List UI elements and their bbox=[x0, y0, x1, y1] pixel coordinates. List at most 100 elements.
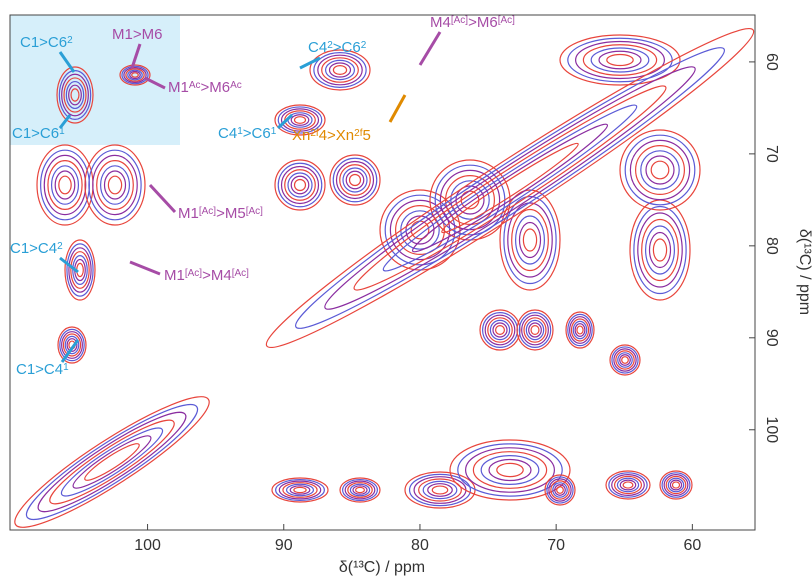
superscript: 1 bbox=[271, 126, 277, 137]
contour bbox=[645, 155, 675, 185]
contour bbox=[317, 54, 363, 86]
superscript: Ac bbox=[189, 80, 201, 91]
contour bbox=[349, 483, 371, 497]
text-segment: M1 bbox=[168, 79, 189, 96]
contour bbox=[624, 134, 696, 206]
annotation-pointer bbox=[60, 339, 80, 363]
contour bbox=[344, 480, 376, 500]
contour bbox=[99, 165, 130, 205]
text-segment: C1>C4 bbox=[10, 240, 57, 257]
contour bbox=[72, 255, 88, 286]
contour bbox=[88, 149, 142, 221]
contour bbox=[277, 162, 323, 208]
text-segment: >M6 bbox=[201, 79, 231, 96]
contour bbox=[598, 50, 642, 70]
text-segment: C1>C6 bbox=[12, 125, 59, 142]
annotation-pointer bbox=[129, 260, 161, 276]
annotation-pointer bbox=[418, 31, 442, 66]
contour bbox=[328, 62, 352, 78]
contour bbox=[574, 40, 665, 80]
contour bbox=[64, 335, 80, 355]
contour bbox=[613, 348, 637, 372]
contour bbox=[339, 477, 381, 503]
contour bbox=[546, 476, 574, 504]
contour bbox=[342, 167, 368, 193]
contour bbox=[289, 485, 311, 495]
annotation: Xn2f4>Xn2f5 bbox=[292, 127, 371, 144]
contour bbox=[457, 443, 563, 497]
annotation-pointer bbox=[144, 76, 166, 90]
annotation-pointer bbox=[59, 256, 79, 274]
plot-frame bbox=[9, 14, 756, 531]
x-tick-label: 90 bbox=[275, 537, 293, 554]
annotation: M1>M6 bbox=[112, 26, 162, 43]
diagonal-contour bbox=[49, 419, 175, 505]
contour bbox=[342, 478, 379, 502]
contour bbox=[284, 169, 316, 201]
superscript: 2f bbox=[354, 128, 363, 139]
contour bbox=[606, 53, 634, 67]
contour bbox=[293, 116, 307, 124]
contour bbox=[280, 108, 320, 132]
contour bbox=[413, 476, 467, 504]
diagonal-contour bbox=[441, 142, 579, 234]
contour bbox=[554, 484, 566, 496]
contour bbox=[619, 129, 701, 211]
contour bbox=[348, 173, 362, 187]
contour bbox=[335, 160, 375, 200]
contour bbox=[530, 325, 540, 336]
annotation: C1>C42 bbox=[10, 240, 63, 257]
contour bbox=[552, 482, 568, 498]
contour bbox=[499, 189, 561, 291]
annotation-pointer bbox=[58, 114, 72, 129]
contour bbox=[622, 481, 634, 489]
contour bbox=[544, 474, 576, 506]
contour bbox=[641, 218, 679, 282]
text-segment: >M4 bbox=[202, 267, 232, 284]
contour bbox=[405, 215, 435, 245]
contour bbox=[96, 160, 134, 211]
x-tick-label: 70 bbox=[547, 537, 565, 554]
contour bbox=[127, 69, 143, 81]
text-segment: >C6 bbox=[243, 125, 271, 142]
contour bbox=[567, 313, 593, 347]
contour bbox=[56, 66, 94, 124]
y-tick-label: 70 bbox=[763, 145, 780, 163]
contour bbox=[503, 195, 557, 285]
contour bbox=[488, 458, 532, 482]
contour bbox=[309, 49, 371, 91]
contour bbox=[61, 73, 89, 117]
contour bbox=[611, 346, 639, 374]
contour bbox=[480, 455, 540, 486]
text-segment: C4 bbox=[218, 125, 237, 142]
contour bbox=[663, 474, 689, 496]
diagonal-contour bbox=[25, 403, 199, 521]
contour bbox=[489, 319, 511, 341]
contour bbox=[608, 472, 648, 498]
contour bbox=[619, 354, 631, 366]
contour bbox=[671, 481, 681, 489]
superscript: 2f bbox=[310, 128, 319, 139]
contour bbox=[528, 322, 542, 338]
annotation-pointer bbox=[276, 113, 294, 130]
contour bbox=[621, 356, 629, 364]
text-segment: >M5 bbox=[216, 205, 246, 222]
contour bbox=[65, 80, 85, 110]
contour bbox=[274, 104, 326, 136]
contour bbox=[615, 350, 635, 370]
contour bbox=[70, 251, 90, 289]
contour bbox=[131, 72, 139, 78]
contour bbox=[293, 178, 307, 192]
contour bbox=[548, 478, 572, 502]
contour bbox=[659, 470, 693, 500]
diagonal-contour bbox=[14, 396, 210, 528]
contour bbox=[523, 317, 547, 343]
y-tick-label: 60 bbox=[763, 53, 780, 71]
contours bbox=[14, 27, 755, 528]
text-segment: >C6 bbox=[333, 39, 361, 56]
text-segment: M1>M6 bbox=[112, 26, 162, 43]
contour bbox=[84, 144, 146, 226]
contour bbox=[559, 34, 681, 86]
contour bbox=[293, 486, 307, 494]
